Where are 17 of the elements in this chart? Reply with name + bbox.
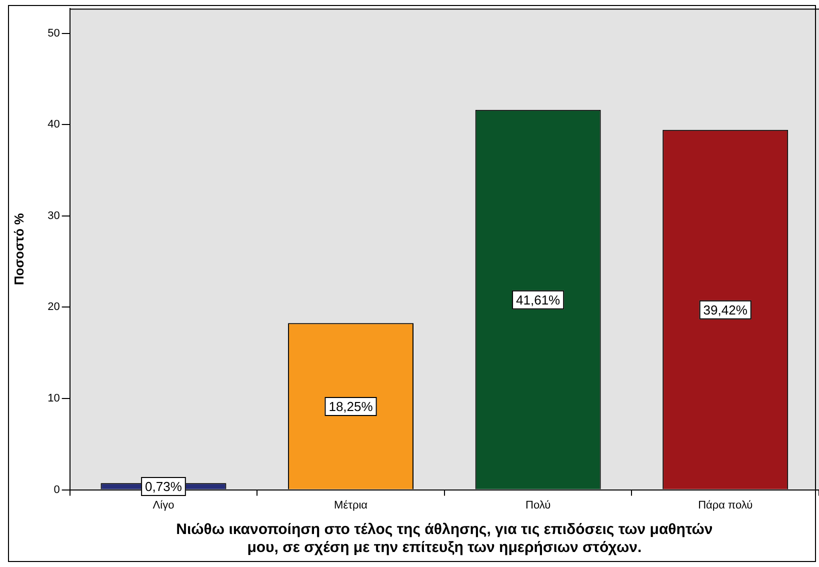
text: Νιώθω ικανοποίηση στο τέλος της άθλησης, για τις επιδόσεις των μαθητών: [176, 521, 713, 538]
data-label: 39,42%: [703, 302, 748, 318]
text: μου, σε σχέση με την επίτευξη των ημερήσιων στόχων.: [247, 539, 642, 556]
x-tick-label: Πάρα πολύ: [698, 499, 753, 512]
y-axis-title: Ποσοστό %: [11, 212, 26, 286]
x-tick-label: Πολύ: [526, 499, 551, 512]
y-tick-label: 40: [48, 118, 60, 131]
data-label: 0,73%: [145, 479, 182, 494]
data-label: 41,61%: [516, 292, 561, 308]
x-tick-label: Λίγο: [152, 499, 174, 512]
y-tick-label: 0: [54, 484, 60, 496]
x-tick-label: Μέτρια: [334, 499, 368, 512]
y-tick-label: 20: [48, 301, 60, 314]
y-tick-label: 10: [48, 392, 60, 405]
y-tick-label: 30: [48, 210, 60, 222]
y-tick-label: 50: [48, 27, 60, 40]
data-label: 18,25%: [328, 399, 374, 414]
